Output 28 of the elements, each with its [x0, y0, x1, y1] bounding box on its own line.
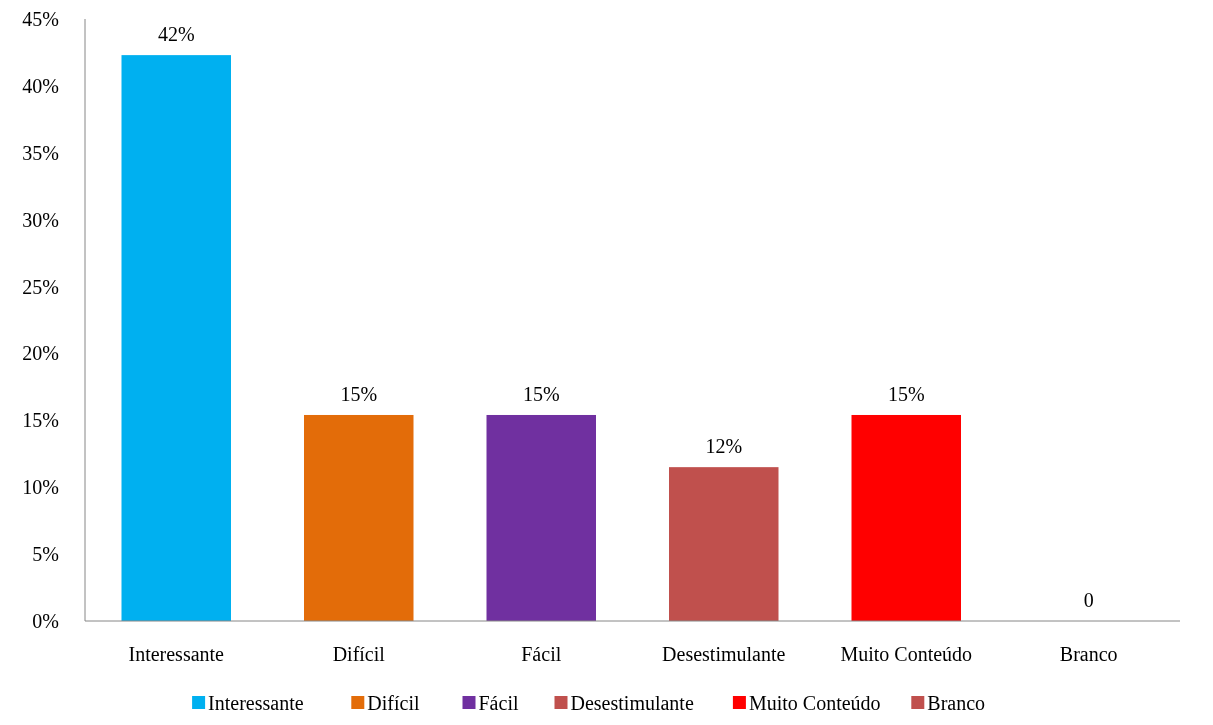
legend-label: Branco	[927, 692, 986, 714]
y-tick-label: 25%	[22, 275, 59, 298]
data-label: 15%	[887, 382, 925, 405]
data-label: 15%	[522, 382, 560, 405]
x-tick-label: Interessante	[128, 643, 225, 665]
y-tick-label: 10%	[22, 476, 59, 499]
data-label: 42%	[157, 23, 195, 46]
y-tick-label: 20%	[22, 342, 59, 365]
data-label: 15%	[340, 382, 378, 405]
legend-label: Difícil	[367, 692, 420, 714]
y-tick-label: 35%	[22, 141, 59, 164]
y-tick-label: 40%	[22, 74, 59, 97]
legend-label: Muito Conteúdo	[748, 692, 881, 714]
y-tick-label: 0%	[32, 610, 59, 632]
x-tick-label: Branco	[1059, 643, 1118, 665]
legend-label: Fácil	[478, 692, 519, 714]
legend-label: Desestimulante	[570, 692, 694, 714]
x-tick-label: Difícil	[332, 643, 386, 665]
x-tick-label: Muito Conteúdo	[840, 643, 973, 665]
y-tick-label: 15%	[22, 409, 59, 432]
y-tick-label: 30%	[22, 208, 59, 231]
x-tick-label: Desestimulante	[662, 643, 786, 665]
data-label: 0	[1083, 589, 1094, 611]
legend-label: Interessante	[208, 692, 304, 714]
y-tick-label: 45%	[22, 8, 59, 30]
data-label: 12%	[705, 435, 743, 458]
y-tick-label: 5%	[32, 543, 59, 566]
x-tick-label: Fácil	[521, 643, 562, 665]
